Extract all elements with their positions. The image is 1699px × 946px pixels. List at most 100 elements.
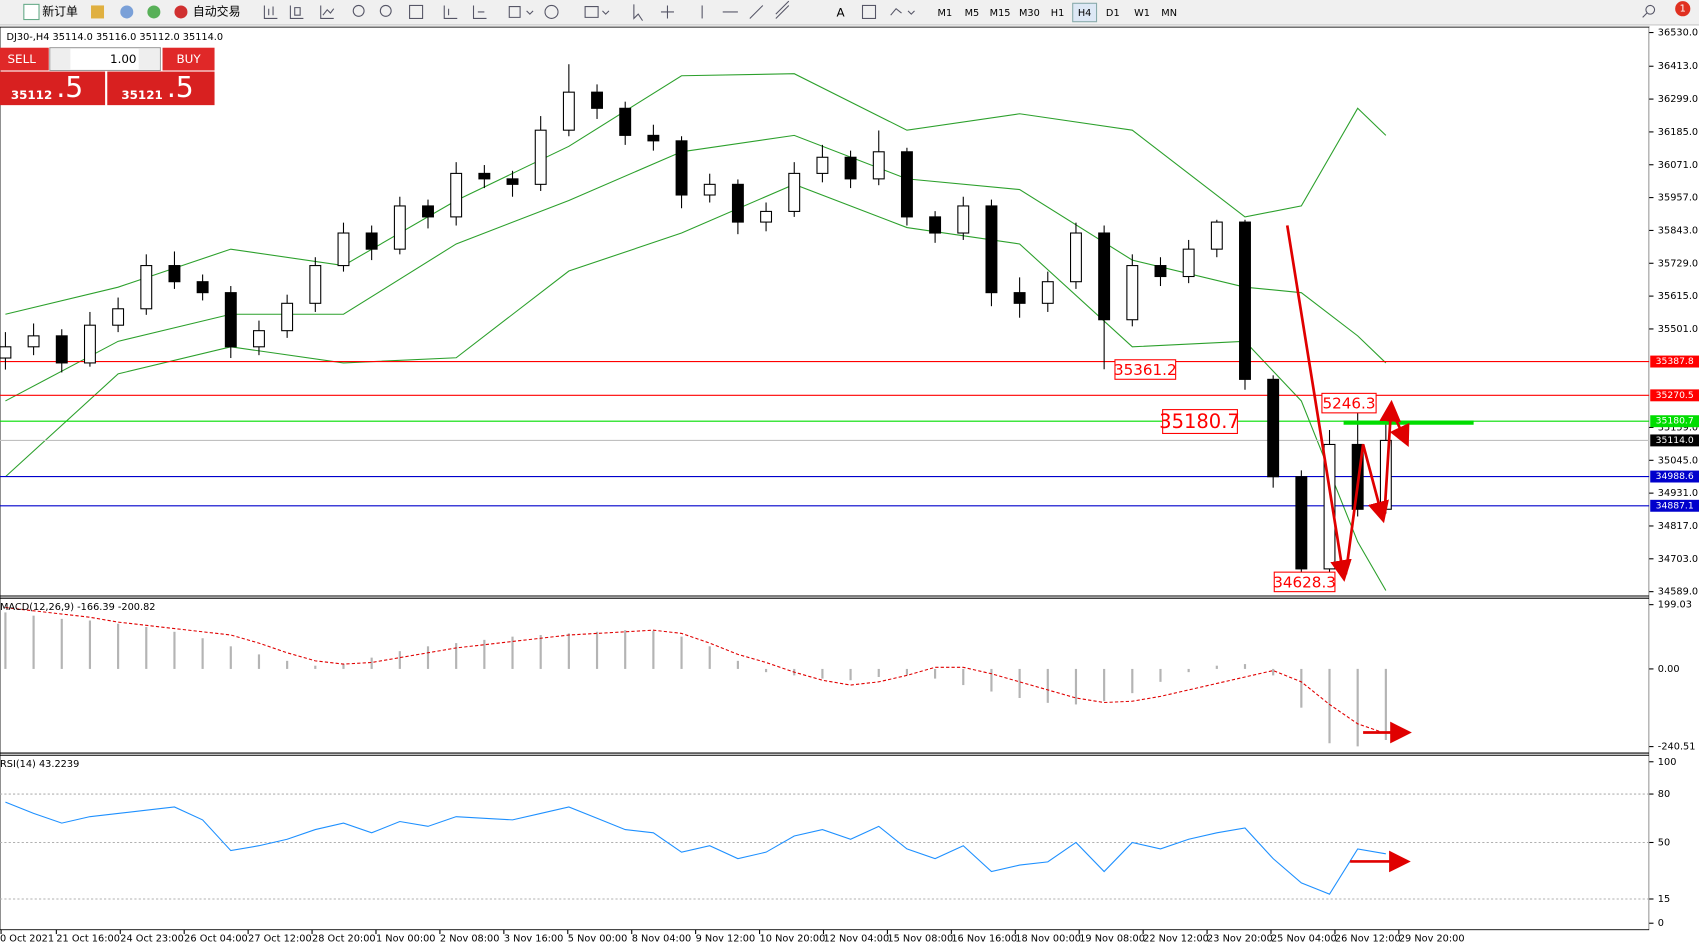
candle-body — [957, 205, 970, 234]
arrow — [1285, 225, 1352, 582]
buy-label: BUY — [176, 52, 201, 66]
timeframe-button[interactable]: MN — [1161, 8, 1177, 19]
toolbar-icon[interactable] — [544, 4, 559, 19]
level-tag — [1650, 415, 1699, 428]
new-order-icon — [23, 3, 40, 21]
search-icon[interactable] — [1642, 12, 1648, 18]
buy-button[interactable] — [162, 47, 215, 71]
toolbar-icon[interactable] — [749, 5, 764, 19]
y-tick-label: 36071.0 — [1658, 160, 1698, 171]
toolbar-icon[interactable] — [633, 4, 643, 21]
x-tick-label: 24 Oct 23:00 — [120, 933, 184, 944]
toolbar-icon[interactable] — [660, 5, 674, 19]
toolbar-icon[interactable] — [890, 7, 915, 16]
y-tick-label: 34589.0 — [1658, 587, 1698, 598]
candle-body — [900, 151, 913, 218]
toolbar-icon[interactable] — [289, 5, 304, 19]
annotation-box — [1162, 409, 1238, 434]
chart-frame — [0, 26, 1650, 931]
timeframe-button[interactable]: H4 — [1078, 8, 1092, 19]
sell-button[interactable] — [0, 47, 49, 71]
toolbar-icon[interactable] — [263, 5, 278, 19]
auto-trading-button[interactable]: 自动交易 — [174, 4, 240, 19]
new-order-button[interactable]: 新订单 — [23, 3, 78, 21]
x-tick-label: 19 Nov 08:00 — [1079, 933, 1145, 944]
timeframe-button[interactable]: H1 — [1051, 8, 1065, 19]
candle-body — [83, 324, 96, 364]
notification-badge[interactable] — [1675, 1, 1691, 17]
candle-body — [393, 205, 406, 250]
candle-body — [647, 134, 660, 142]
candle-body — [168, 265, 181, 283]
y-tick-label: 35957.0 — [1658, 193, 1698, 204]
level-label: 34887.1 — [1656, 500, 1694, 511]
bid-main: 35112 — [11, 88, 52, 102]
x-tick-label: 26 Nov 12:00 — [1335, 933, 1401, 944]
toolbar-icon[interactable] — [147, 5, 161, 19]
search-icon[interactable] — [1645, 4, 1656, 15]
timeframes: M1 M5 M15 M30 H1 H4 D1 W1 MN — [938, 2, 1177, 23]
bid-box[interactable] — [0, 71, 106, 106]
toolbar-icon[interactable] — [379, 4, 392, 17]
candle-body — [929, 216, 942, 234]
x-tick-label: 0 Oct 2021 — [0, 933, 54, 944]
toolbar-icon[interactable] — [320, 5, 335, 19]
toolbar-icon[interactable] — [861, 4, 877, 19]
x-tick-label: 16 Nov 16:00 — [951, 933, 1017, 944]
x-tick-label: 27 Oct 12:00 — [248, 933, 312, 944]
x-tick-label: 25 Nov 04:00 — [1271, 933, 1337, 944]
candle-body — [224, 292, 237, 348]
annotation-box — [1273, 571, 1336, 593]
toolbar-icon[interactable] — [775, 0, 790, 19]
y-tick-label: 35501.0 — [1658, 324, 1698, 335]
volume-field[interactable] — [49, 47, 161, 72]
toolbar-icon[interactable] — [472, 5, 487, 19]
ask-box[interactable] — [107, 71, 215, 106]
volume-down[interactable] — [50, 48, 71, 70]
trade-panel: SELL 1.00 BUY 35112 .5 35121 .5 — [0, 47, 215, 106]
toolbar-icon[interactable] — [352, 4, 365, 17]
y-tick-label: 35729.0 — [1658, 258, 1698, 269]
macd-label: MACD(12,26,9) -166.39 -200.82 — [0, 602, 156, 613]
x-tick-label: 28 Oct 20:00 — [312, 933, 376, 944]
candle-body — [985, 205, 998, 294]
candle-body — [478, 172, 491, 180]
drawn-arrows — [1285, 225, 1412, 873]
toolbar-icon[interactable] — [443, 5, 458, 19]
toolbar-icon[interactable] — [120, 5, 134, 19]
level-tag — [1650, 499, 1699, 512]
toolbar-icon[interactable] — [584, 5, 610, 18]
toolbar-icon[interactable] — [508, 5, 534, 18]
level-tag — [1650, 389, 1699, 402]
bollinger-upper — [5, 73, 1387, 315]
timeframe-button[interactable]: M30 — [1019, 8, 1040, 19]
annotation-box — [1321, 392, 1377, 414]
timeframe-button[interactable]: M5 — [965, 8, 980, 19]
timeframe-button[interactable]: M15 — [990, 8, 1011, 19]
timeframe-button[interactable]: W1 — [1134, 8, 1150, 19]
toolbar-icon[interactable] — [91, 5, 105, 19]
auto-trading-icon — [174, 5, 188, 19]
candle-body — [1154, 265, 1167, 278]
candle-body — [1239, 221, 1251, 380]
text-tool[interactable]: A — [836, 6, 845, 20]
y-tick-label: 36530.0 — [1658, 28, 1698, 39]
level-label: 35180.7 — [1656, 416, 1694, 427]
level-tag — [1650, 355, 1699, 368]
toolbar-icon[interactable] — [409, 4, 424, 19]
candle-body — [196, 281, 209, 294]
candle-body — [1098, 232, 1111, 321]
chart-header: DJ30-,H4 35114.0 35116.0 35112.0 35114.0 — [7, 32, 224, 43]
volume-up[interactable] — [138, 48, 160, 70]
candle-body — [1182, 248, 1195, 278]
timeframe-button[interactable]: D1 — [1106, 8, 1120, 19]
timeframe-button[interactable]: M1 — [938, 8, 953, 19]
annotation: 34628.3 — [1273, 571, 1336, 593]
level-label: 35270.5 — [1656, 390, 1694, 401]
y-tick-label: 80 — [1658, 789, 1670, 800]
y-tick-label: 35045.0 — [1658, 455, 1698, 466]
y-tick-label: 100 — [1658, 757, 1677, 768]
level-label: 35387.8 — [1656, 356, 1694, 367]
